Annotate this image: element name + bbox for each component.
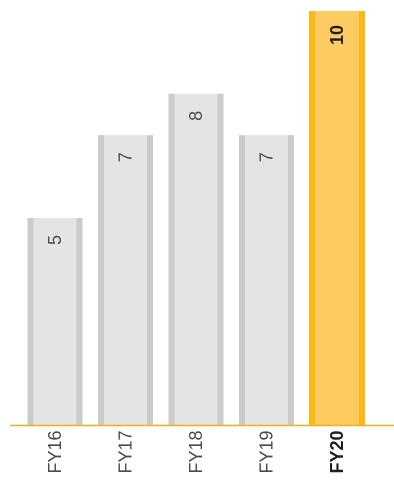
bars-layer bbox=[28, 11, 366, 425]
category-label-fy20: FY20 bbox=[327, 430, 347, 473]
value-label-fy18: 8 bbox=[186, 111, 206, 121]
bar-fy20 bbox=[309, 11, 365, 425]
category-label-fy16: FY16 bbox=[45, 430, 65, 473]
category-label-fy17: FY17 bbox=[116, 430, 136, 473]
bar-right-edge-fy20 bbox=[359, 11, 365, 425]
bar-fy18 bbox=[169, 94, 224, 425]
value-label-fy16: 5 bbox=[45, 235, 65, 245]
bar-fy19 bbox=[239, 135, 294, 425]
bar-right-edge-fy18 bbox=[218, 94, 224, 425]
value-label-fy20: 10 bbox=[327, 25, 347, 45]
bar-right-edge-fy17 bbox=[147, 135, 153, 425]
value-label-fy17: 7 bbox=[116, 152, 136, 162]
category-label-fy19: FY19 bbox=[257, 430, 277, 473]
category-label-fy18: FY18 bbox=[186, 430, 206, 473]
bar-fy17 bbox=[98, 135, 153, 425]
bar-left-edge-fy18 bbox=[169, 94, 175, 425]
bar-right-edge-fy16 bbox=[77, 218, 83, 425]
value-label-fy19: 7 bbox=[257, 152, 277, 162]
bar-left-edge-fy16 bbox=[28, 218, 34, 425]
bar-left-edge-fy17 bbox=[98, 135, 104, 425]
bar-left-edge-fy20 bbox=[309, 11, 315, 425]
bar-right-edge-fy19 bbox=[288, 135, 294, 425]
bar-left-edge-fy19 bbox=[239, 135, 245, 425]
bar-fy16 bbox=[28, 218, 83, 425]
